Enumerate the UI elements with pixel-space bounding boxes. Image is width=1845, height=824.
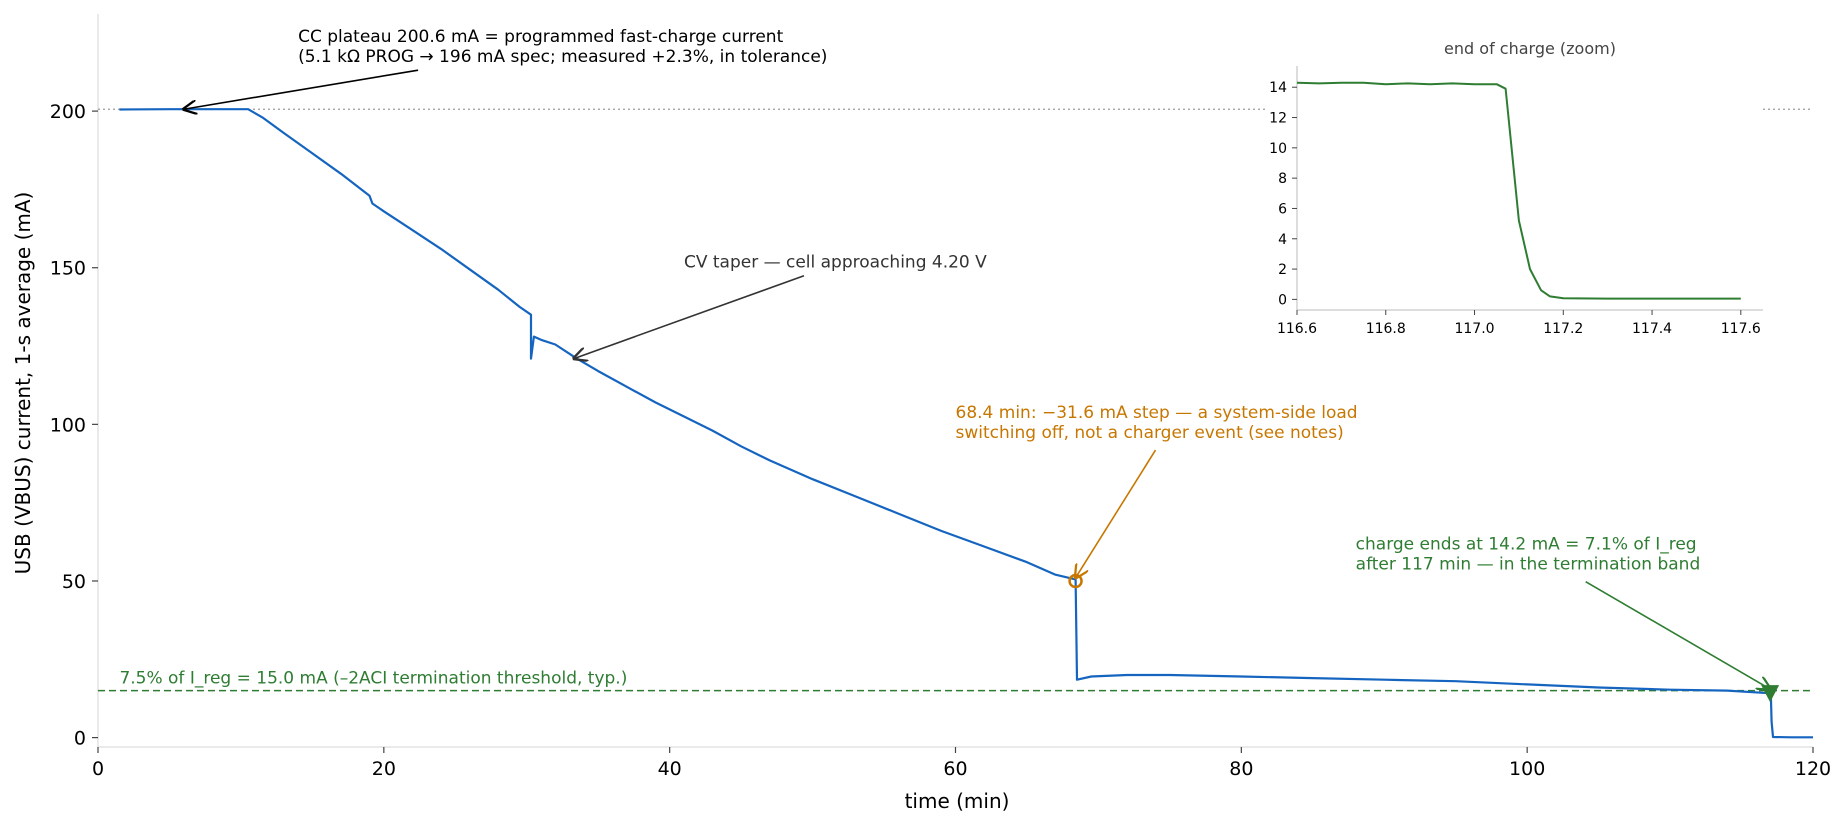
inset-y-tick-label: 6 xyxy=(1278,201,1287,217)
annotation-arrow xyxy=(574,274,805,359)
inset-y-tick-label: 14 xyxy=(1269,80,1287,96)
inset-y-tick-label: 2 xyxy=(1278,262,1287,278)
annotation-text: (5.1 kΩ PROG → 196 mA spec; measured +2.… xyxy=(298,47,827,67)
annotation-text: CC plateau 200.6 mA = programmed fast-ch… xyxy=(298,27,783,47)
x-tick-label: 100 xyxy=(1509,758,1545,780)
y-tick-label: 200 xyxy=(50,101,86,123)
inset-y-tick-label: 10 xyxy=(1269,141,1287,157)
annotation-arrow xyxy=(1585,580,1770,689)
inset-x-tick-label: 116.8 xyxy=(1366,321,1406,337)
x-tick-label: 80 xyxy=(1229,758,1253,780)
inset-series-line xyxy=(1296,81,1741,300)
y-tick-label: 0 xyxy=(74,728,86,750)
x-tick-label: 20 xyxy=(372,758,396,780)
annotation-text: after 117 min — in the termination band xyxy=(1356,555,1701,575)
annotation-text: 68.4 min: −31.6 mA step — a system-side … xyxy=(956,403,1358,423)
inset-title: end of charge (zoom) xyxy=(1444,39,1616,58)
inset-x-tick-label: 117.6 xyxy=(1721,321,1761,337)
inset-y-tick-label: 8 xyxy=(1278,171,1287,187)
x-axis-title: time (min) xyxy=(905,789,1010,813)
y-tick-label: 100 xyxy=(50,414,86,436)
y-tick-label: 50 xyxy=(62,571,86,593)
inset-x-tick-label: 117.2 xyxy=(1543,321,1583,337)
x-tick-label: 40 xyxy=(658,758,682,780)
inset-y-tick-label: 12 xyxy=(1269,111,1287,127)
x-tick-label: 60 xyxy=(943,758,967,780)
y-axis-title: USB (VBUS) current, 1-s average (mA) xyxy=(11,192,35,575)
inset-y-tick-label: 0 xyxy=(1278,292,1287,308)
x-tick-label: 120 xyxy=(1795,758,1831,780)
x-tick-label: 0 xyxy=(92,758,104,780)
inset-y-tick-label: 4 xyxy=(1278,232,1287,248)
annotation-arrow xyxy=(1076,449,1157,578)
y-tick-label: 150 xyxy=(50,258,86,280)
inset-x-tick-label: 117.4 xyxy=(1632,321,1672,337)
annotation-text: CV taper — cell approaching 4.20 V xyxy=(684,253,987,273)
inset-x-tick-label: 116.6 xyxy=(1277,321,1317,337)
annotation-text: charge ends at 14.2 mA = 7.1% of I_reg xyxy=(1356,535,1697,555)
termination-label: 7.5% of I_reg = 15.0 mA (–2ACI terminati… xyxy=(119,669,627,689)
annotation-arrow xyxy=(184,69,419,109)
series-line-vbus-current xyxy=(119,108,1813,739)
inset-x-tick-label: 117.0 xyxy=(1454,321,1494,337)
annotation-text: switching off, not a charger event (see … xyxy=(956,423,1344,443)
